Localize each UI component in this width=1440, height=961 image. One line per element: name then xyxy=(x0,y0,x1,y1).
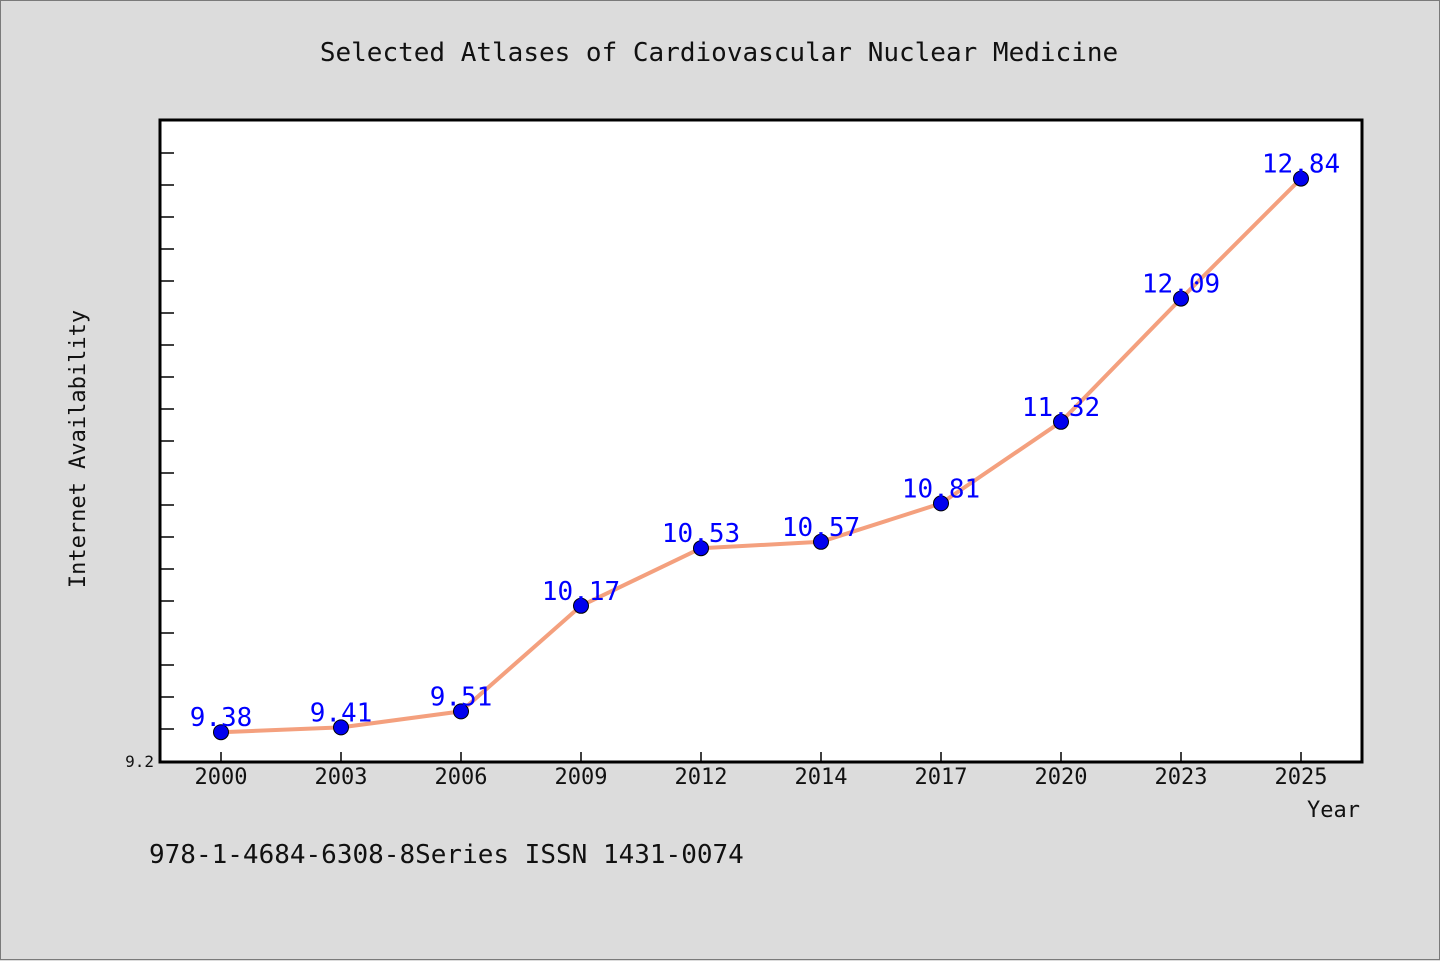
data-label: 9.41 xyxy=(310,698,373,728)
data-point xyxy=(813,533,829,550)
data-label: 9.38 xyxy=(190,703,253,733)
data-label: 12.09 xyxy=(1142,270,1220,300)
data-point xyxy=(333,719,349,736)
data-point xyxy=(573,597,589,614)
data-label: 10.17 xyxy=(542,577,620,607)
data-label: 10.57 xyxy=(782,513,860,543)
footer-text: 978-1-4684-6308-8Series ISSN 1431-0074 xyxy=(149,840,744,870)
y-axis-ticks xyxy=(161,152,174,730)
data-label: 11.32 xyxy=(1022,393,1100,423)
data-label: 10.81 xyxy=(902,474,980,504)
data-label: 12.84 xyxy=(1262,150,1340,180)
x-tick-label: 2025 xyxy=(1275,765,1328,790)
data-point xyxy=(933,495,949,512)
x-axis-label: Year xyxy=(1307,798,1360,823)
data-point xyxy=(1173,290,1189,307)
data-label: 9.51 xyxy=(430,682,493,712)
series-line xyxy=(219,176,1303,735)
y-axis-label: Internet Availability xyxy=(66,310,91,588)
x-tick-label: 2009 xyxy=(555,765,608,790)
x-tick-label: 2003 xyxy=(315,765,368,790)
series-layer: 9.38 9.41 9.51 10.17 10.53 10.57 10.81 11.32 12.… xyxy=(190,150,1340,741)
data-point xyxy=(213,724,229,741)
x-tick-label: 2000 xyxy=(195,765,248,790)
data-point xyxy=(693,540,709,557)
data-point xyxy=(1293,170,1309,187)
x-tick-label: 2020 xyxy=(1035,765,1088,790)
data-label: 10.53 xyxy=(662,519,740,549)
chart-title: Selected Atlases of Cardiovascular Nucle… xyxy=(320,38,1118,68)
x-tick-label: 2012 xyxy=(675,765,728,790)
x-tick-label: 2023 xyxy=(1155,765,1208,790)
x-tick-label: 2017 xyxy=(915,765,968,790)
plot-area xyxy=(158,118,1364,764)
data-point xyxy=(453,703,469,720)
y-tick-label-min: 9.2 xyxy=(125,752,154,771)
data-point xyxy=(1053,413,1069,430)
x-tick-label: 2014 xyxy=(795,765,848,790)
x-tick-label: 2006 xyxy=(435,765,488,790)
x-axis-ticks: 2000 2003 2006 2009 2012 2014 2017 2020 2023 2025 xyxy=(195,752,1328,790)
